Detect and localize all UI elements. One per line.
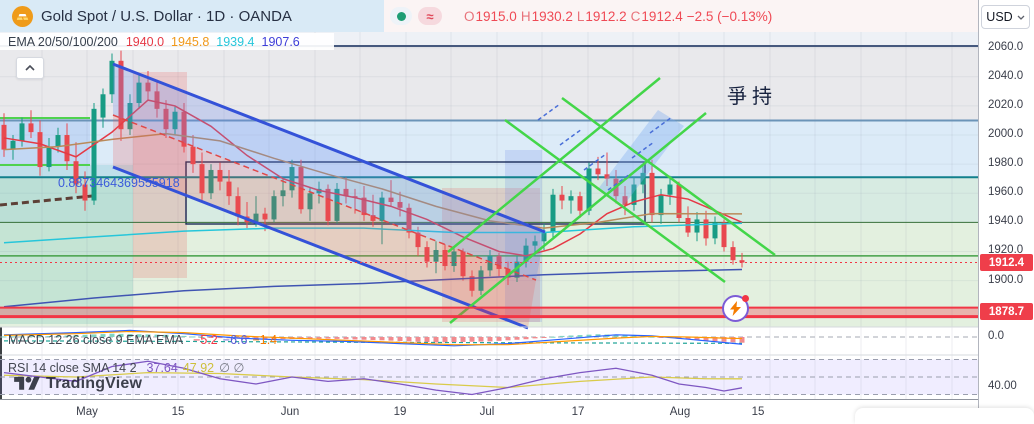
- rsi-values: 37.64 47.92: [142, 361, 215, 375]
- macd-zero-tick: 0.0: [988, 330, 1004, 342]
- low-value: 1912.2: [585, 8, 627, 24]
- rsi-empty-values: ∅ ∅: [219, 361, 245, 375]
- macd-label: MACD 12 26 close 9 EMA EMA: [8, 333, 184, 347]
- lightning-bolt-icon: [730, 301, 741, 316]
- close-value: 1912.4: [641, 8, 683, 24]
- tradingview-logo-text: TradingView: [46, 375, 143, 392]
- indicator-value: −6.6: [222, 333, 248, 347]
- price-tick: 1980.0: [988, 157, 1024, 170]
- tradingview-watermark[interactable]: TradingView: [14, 374, 142, 394]
- price-tick: 1900.0: [988, 273, 1024, 286]
- rsi-legend[interactable]: RSI 14 close SMA 14 2 37.64 47.92 ∅ ∅: [8, 360, 244, 375]
- ema-legend-values: 1940.0 1945.8 1939.4 1907.6: [126, 35, 307, 49]
- high-label: H: [520, 8, 531, 24]
- time-axis-label[interactable]: 15: [751, 406, 765, 418]
- time-axis-label[interactable]: Jul: [479, 406, 495, 418]
- rsi-tick: 40.00: [988, 380, 1017, 392]
- macd-values: −5.2 −6.6 −1.4: [188, 333, 277, 347]
- price-tick: 1940.0: [988, 215, 1024, 228]
- alert-level-badge: 1878.7: [980, 303, 1033, 321]
- symbol-title[interactable]: Gold Spot / U.S. Dollar · 1D · OANDA: [41, 7, 292, 25]
- currency-dropdown[interactable]: USD: [981, 5, 1030, 29]
- price-tick: 2000.0: [988, 128, 1024, 141]
- ema-value: 1907.6: [261, 34, 300, 49]
- time-axis-label[interactable]: 17: [571, 406, 585, 418]
- overlay-box: [855, 408, 1034, 424]
- time-axis-label[interactable]: Aug: [669, 406, 691, 418]
- open-label: O: [464, 8, 475, 24]
- price-tick: 2040.0: [988, 69, 1024, 82]
- price-tick: 2020.0: [988, 98, 1024, 111]
- change-value: −2.5 (−0.13%): [686, 8, 773, 24]
- ema-legend-label: EMA 20/50/100/200: [8, 34, 118, 49]
- alert-lightning-icon[interactable]: [722, 295, 749, 322]
- rsi-label: RSI 14 close SMA 14 2: [8, 361, 137, 375]
- price-axis[interactable]: 2060.0 2040.0 2020.0 2000.0 1980.0 1960.0 1940…: [978, 0, 1034, 424]
- ohlc-readout: O 1915.0 H 1930.2 L 1912.2 C 1912.4 −2.5 (−0…: [464, 9, 776, 24]
- fib-level-label: 0.8873464369555918: [58, 176, 180, 190]
- market-status-dot[interactable]: [390, 7, 412, 25]
- currency-label: USD: [986, 10, 1013, 24]
- ema-value: 1945.8: [171, 34, 210, 49]
- low-label: L: [576, 8, 585, 24]
- top-toolbar: Gold Spot / U.S. Dollar · 1D · OANDA ≈ O…: [0, 0, 978, 32]
- ema-legend-row[interactable]: EMA 20/50/100/200 1940.0 1945.8 1939.4 1907…: [0, 33, 334, 50]
- ema-value: 1939.4: [216, 34, 255, 49]
- last-price-badge: 1912.4: [980, 254, 1033, 272]
- price-tick: 1920.0: [988, 244, 1024, 257]
- price-tick: 2060.0: [988, 40, 1024, 53]
- indicator-value: 37.64: [146, 361, 178, 375]
- open-value: 1915.0: [475, 8, 517, 24]
- symbol-section[interactable]: Gold Spot / U.S. Dollar · 1D · OANDA: [0, 0, 384, 32]
- high-value: 1930.2: [531, 8, 573, 24]
- indicator-value: −5.2: [193, 333, 218, 347]
- approx-badge[interactable]: ≈: [418, 7, 442, 25]
- status-dot-icon: [396, 11, 406, 21]
- time-axis-label[interactable]: 19: [393, 406, 407, 418]
- macd-legend[interactable]: MACD 12 26 close 9 EMA EMA −5.2 −6.6 −1.4: [8, 333, 277, 347]
- time-axis-label[interactable]: Jun: [280, 406, 300, 418]
- collapse-legend-button[interactable]: [16, 57, 44, 79]
- annotation-text: 爭持: [727, 86, 777, 108]
- price-tick: 1960.0: [988, 186, 1024, 199]
- time-axis-label[interactable]: 15: [171, 406, 185, 418]
- alert-dot: [742, 295, 749, 302]
- tradingview-logo-icon: [14, 376, 40, 390]
- indicator-value: 47.92: [182, 361, 215, 375]
- time-axis-label[interactable]: May: [76, 406, 98, 418]
- gold-symbol-icon: [12, 5, 33, 27]
- ema-value: 1940.0: [125, 34, 165, 49]
- time-axis[interactable]: May 15 Jun 19 Jul 17 Aug 15: [0, 400, 978, 424]
- chevron-down-icon: [1017, 15, 1025, 20]
- indicator-value: −1.4: [252, 333, 278, 347]
- chevron-up-icon: [25, 65, 35, 71]
- close-label: C: [630, 8, 641, 24]
